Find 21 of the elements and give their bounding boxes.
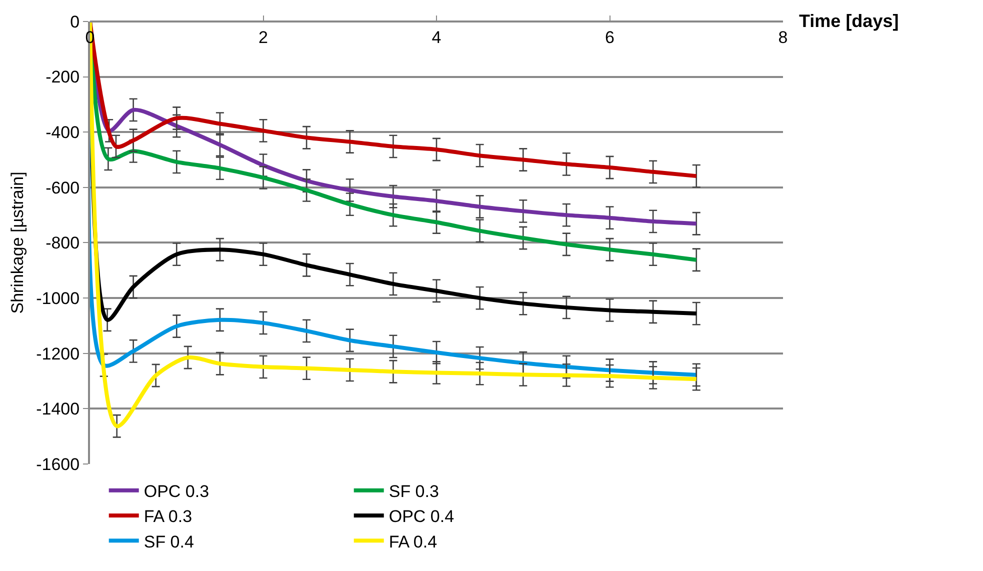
legend-label: OPC 0.4	[388, 507, 454, 526]
y-tick-label: -200	[46, 68, 80, 87]
x-tick-label: 4	[432, 28, 442, 47]
legend-label: SF 0.4	[144, 532, 194, 552]
y-tick-label: -1600	[36, 454, 80, 474]
x-axis-title: Time [days]	[799, 11, 899, 31]
y-tick-label: -600	[46, 178, 80, 198]
y-tick-label: -400	[46, 123, 80, 142]
legend-label: FA 0.3	[144, 507, 192, 526]
x-tick-label: 6	[605, 28, 614, 47]
x-tick-label: 2	[258, 28, 268, 47]
x-tick-label: 8	[778, 28, 788, 47]
legend-label: OPC 0.3	[144, 482, 210, 502]
y-tick-label: -800	[46, 234, 80, 253]
y-tick-label: -1000	[36, 288, 80, 308]
legend-label: FA 0.4	[388, 532, 438, 552]
y-axis-title: Shrinkage [µstrain]	[8, 172, 28, 314]
legend-label: SF 0.3	[388, 482, 439, 502]
y-tick-label: 0	[70, 12, 80, 32]
y-tick-label: -1400	[36, 400, 80, 419]
y-tick-label: -1200	[36, 344, 80, 364]
